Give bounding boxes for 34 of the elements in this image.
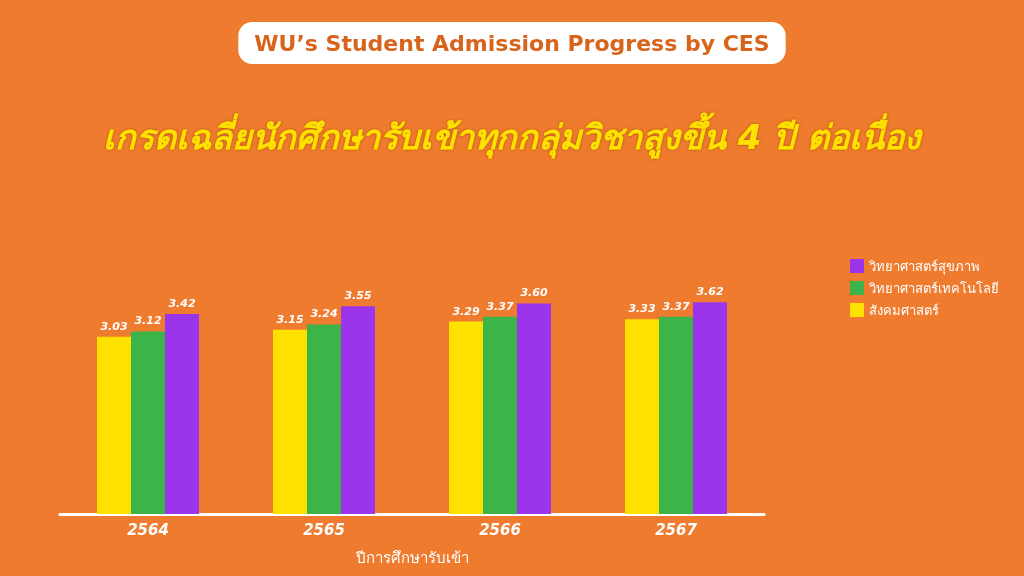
bar [449,321,483,514]
data-label: 3.42 [168,296,196,310]
x-tick-label: 2564 [127,520,169,539]
chart-title: WU’s Student Admission Progress by CES [254,30,770,56]
bar [307,324,341,514]
bar [131,331,165,514]
x-tick-label: 2567 [655,520,698,539]
bar [273,329,307,514]
x-axis-title: ปีการศึกษารับเข้า [354,548,469,567]
data-label: 3.12 [134,314,162,328]
data-label: 3.37 [662,299,690,313]
bar [517,303,551,514]
legend-label: สังคมศาสตร์ [869,302,939,318]
legend-label: วิทยาศาสตร์เทคโนโลยี [868,280,999,296]
bar [341,306,375,514]
data-label: 3.24 [310,307,338,321]
x-tick-label: 2565 [303,520,345,539]
bar [483,316,517,514]
bar [97,336,131,514]
bar [693,302,727,514]
data-label: 3.37 [486,299,514,313]
chart-subtitle: เกรดเฉลี่ยนักศึกษารับเข้าทุกกลุ่มวิชาสูงขึ้น 4 ปี ต่อเนื่อง [102,112,924,159]
data-label: 3.33 [628,302,656,316]
x-tick-label: 2566 [479,520,521,539]
legend-label: วิทยาศาสตร์สุขภาพ [868,258,980,275]
bar [165,313,199,514]
data-label: 3.15 [276,312,304,326]
bar [625,319,659,514]
data-label: 3.60 [520,286,548,300]
data-label: 3.62 [696,285,724,299]
data-label: 3.29 [452,304,480,318]
bar [659,316,693,514]
data-label: 3.55 [344,289,372,303]
data-label: 3.03 [100,319,128,333]
